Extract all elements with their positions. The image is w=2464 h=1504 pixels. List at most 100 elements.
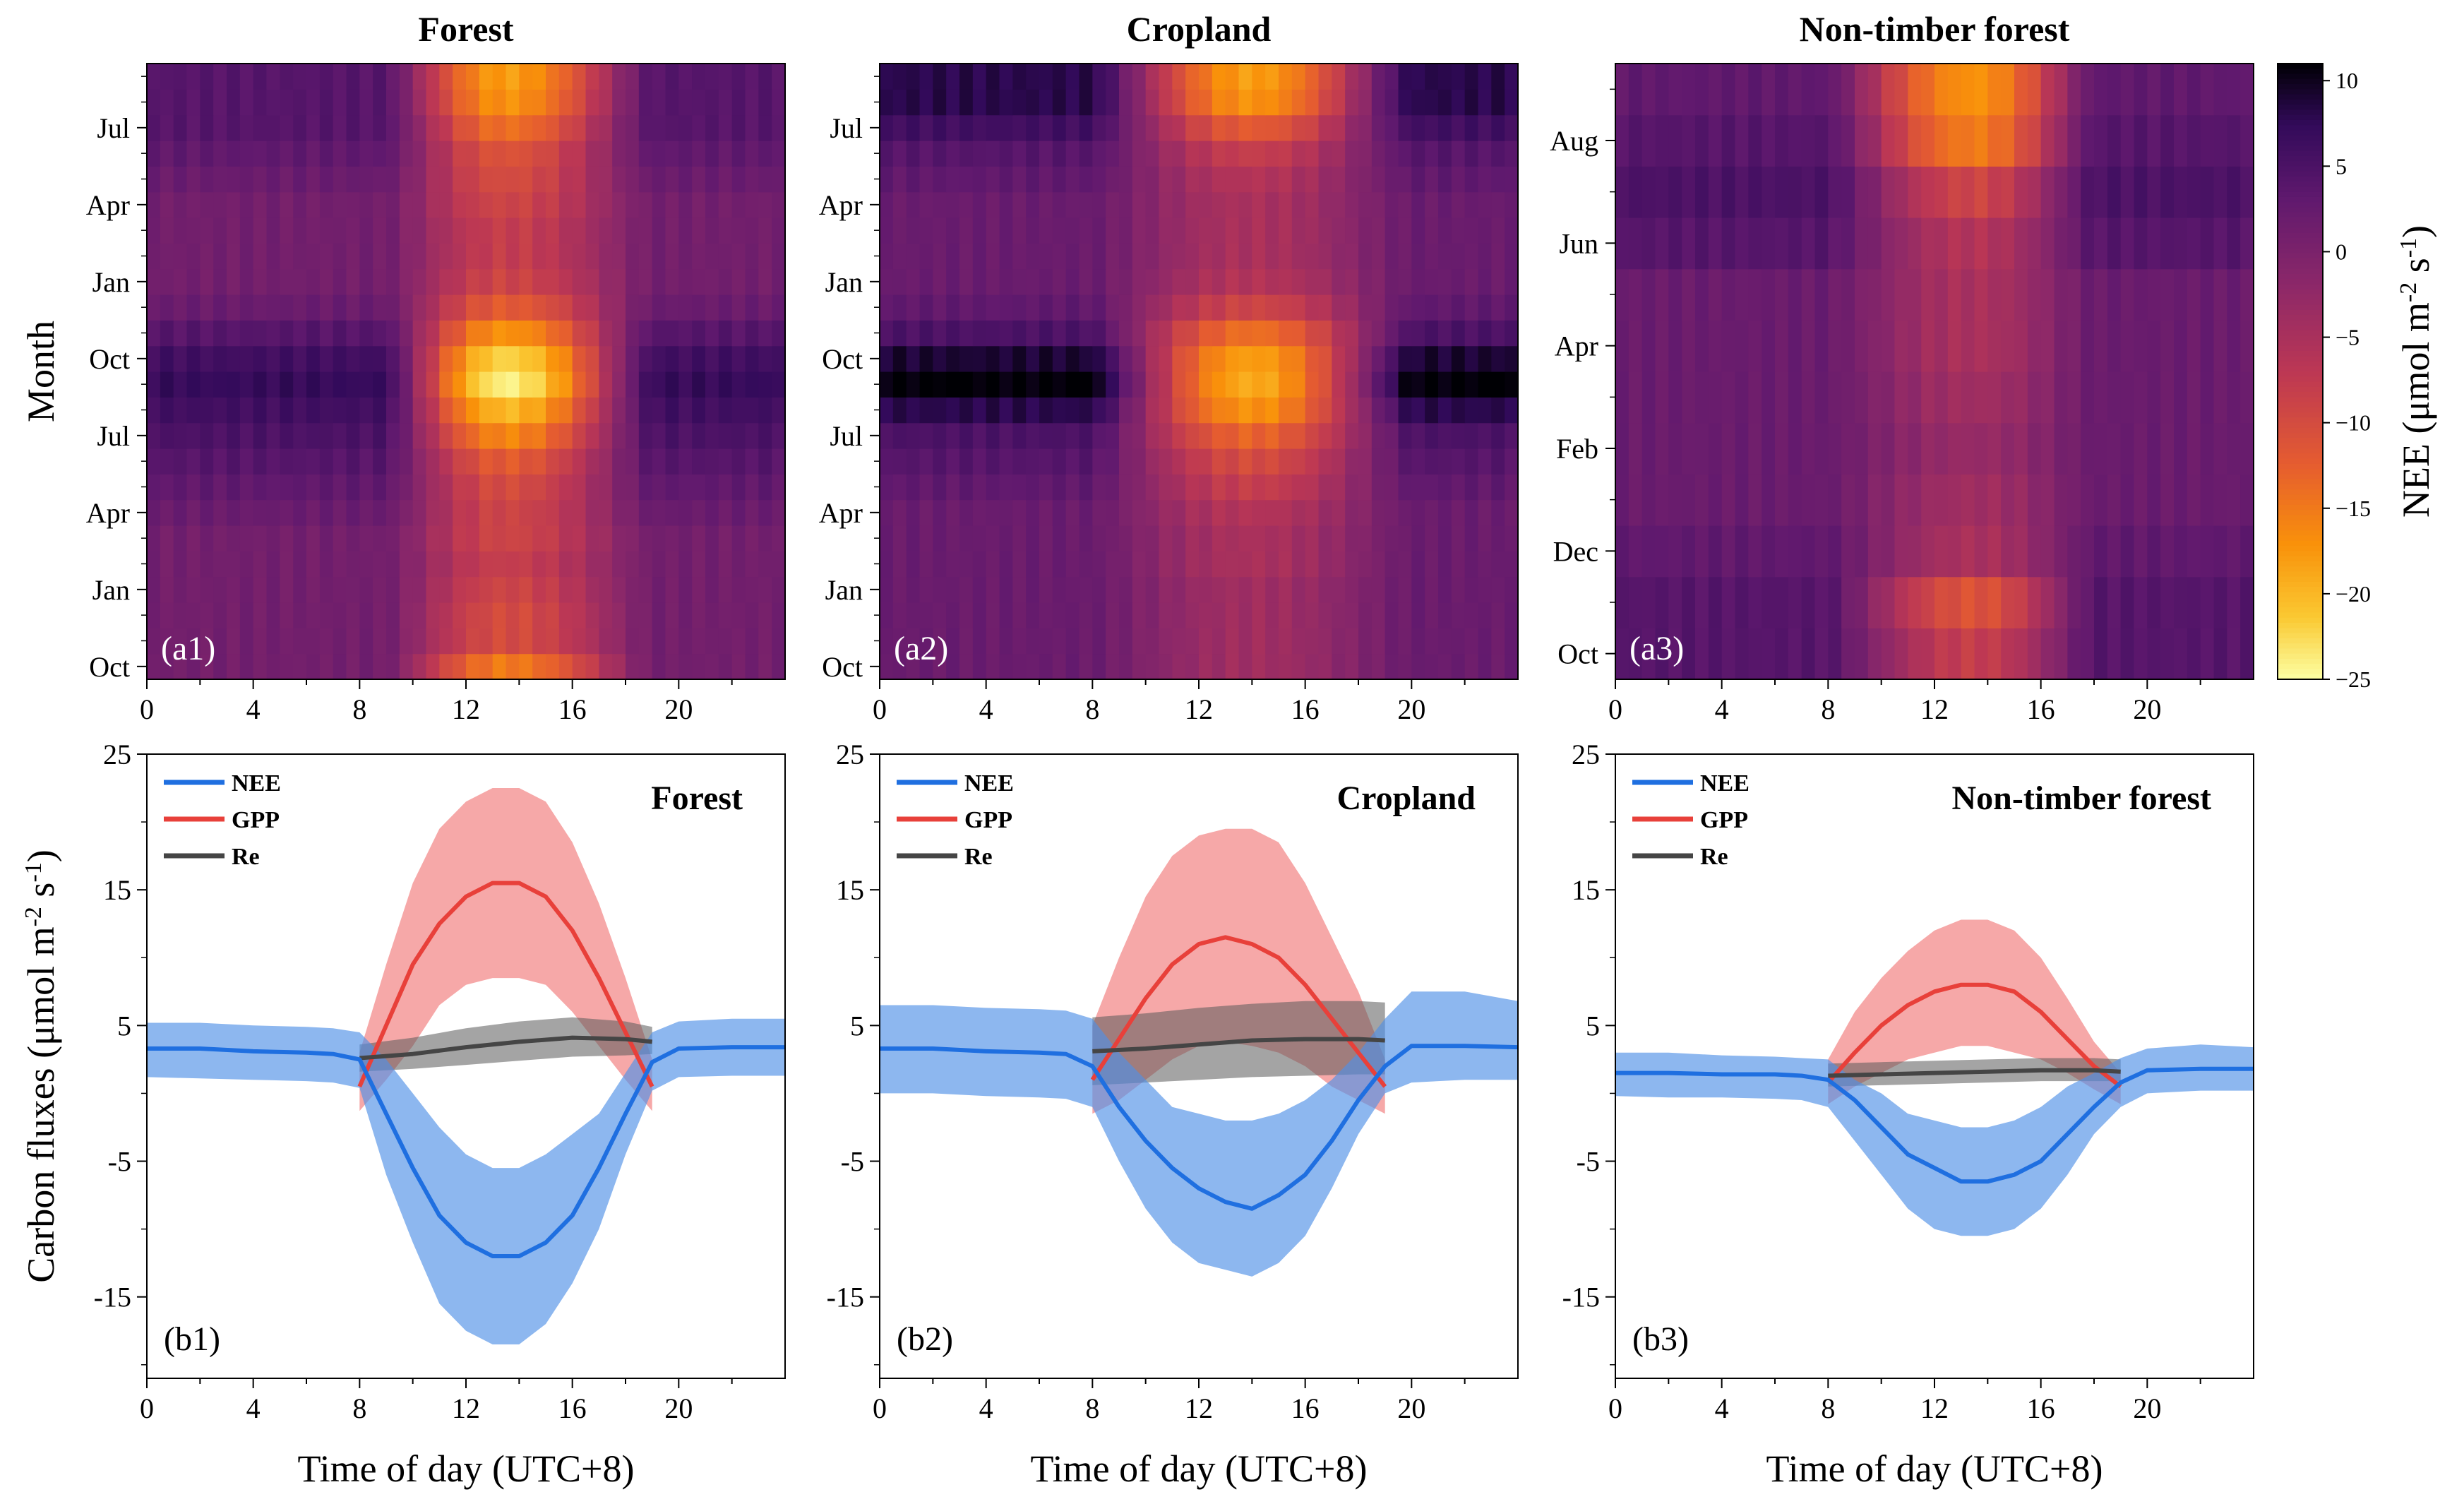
heatmap-cell [1199, 499, 1213, 526]
heatmap-cell [1279, 576, 1293, 603]
heatmap-cell [280, 602, 294, 628]
heatmap-cell [1505, 499, 1519, 526]
heatmap-cell [585, 217, 599, 244]
heatmap-a2 [870, 63, 1519, 689]
heatmap-cell [1411, 64, 1425, 90]
heatmap-cell [1345, 320, 1359, 347]
heatmap-cell [1735, 114, 1749, 167]
heatmap-cell [1735, 166, 1749, 218]
heatmap-cell [1026, 217, 1040, 244]
heatmap-cell [2134, 371, 2148, 424]
heatmap-cell [718, 397, 733, 424]
heatmap-cell [1505, 320, 1519, 347]
heatmap-cell [1332, 653, 1346, 680]
heatmap-cell [758, 371, 772, 398]
heatmap-cell [239, 499, 254, 526]
heatmap-cell [1238, 89, 1252, 116]
heatmap-cell [1708, 422, 1723, 475]
heatmap-cell [453, 576, 467, 603]
heatmap-cell [266, 525, 280, 551]
legend-label: NEE [964, 770, 1014, 796]
colorbar-segment [2278, 571, 2323, 578]
heatmap-cell [880, 397, 894, 424]
heatmap-cell [1132, 141, 1147, 167]
heatmap-cell [1894, 166, 1908, 218]
y-tick-label: Apr [86, 497, 130, 529]
heatmap-cell [972, 217, 987, 244]
heatmap-cell [1052, 474, 1067, 501]
panel-title: Forest [651, 780, 743, 817]
heatmap-cell [572, 551, 587, 578]
heatmap-cell [373, 89, 387, 116]
heatmap-cell [1199, 217, 1213, 244]
heatmap-cell [1425, 345, 1439, 372]
lineplot-b2 [870, 753, 1519, 1388]
heatmap-cell [266, 114, 280, 141]
heatmap-cell [626, 141, 640, 167]
heatmap-cell [306, 294, 321, 321]
heatmap-cell [1185, 89, 1200, 116]
heatmap-cell [1318, 64, 1332, 90]
heatmap-cell [1908, 422, 1922, 475]
heatmap-cell [160, 525, 174, 551]
heatmap-cell [1855, 217, 1869, 270]
heatmap-cell [1305, 448, 1320, 475]
heatmap-cell [2240, 217, 2254, 270]
heatmap-cell [1026, 345, 1040, 372]
heatmap-cell [280, 525, 294, 551]
heatmap-cell [1721, 628, 1736, 680]
heatmap-cell [2227, 628, 2241, 680]
heatmap-cell [2134, 64, 2148, 116]
heatmap-cell [638, 294, 653, 321]
heatmap-cell [1855, 166, 1869, 218]
heatmap-cell [373, 422, 387, 449]
heatmap-cell [2107, 64, 2122, 116]
heatmap-cell [253, 114, 268, 141]
heatmap-cell [1212, 243, 1226, 270]
heatmap-cell [1908, 474, 1922, 526]
lineplot-b1: Carbon fluxes (μmol m-2 s-1) [20, 753, 786, 1388]
heatmap-cell [466, 448, 480, 475]
heatmap-cell [1921, 114, 1935, 167]
heatmap-cell [1961, 217, 1975, 270]
heatmap-cell [599, 320, 613, 347]
heatmap-cell [266, 397, 280, 424]
heatmap-cell [359, 551, 373, 578]
heatmap-cell [1291, 576, 1306, 603]
heatmap-cell [946, 653, 960, 680]
heatmap-cell [999, 166, 1013, 193]
heatmap-cell [453, 422, 467, 449]
heatmap-cell [638, 64, 653, 90]
heatmap-cell [1132, 320, 1147, 347]
heatmap-cell [173, 397, 188, 424]
heatmap-cell [359, 628, 373, 655]
heatmap-cell [200, 64, 214, 90]
y-tick-label: Feb [1556, 433, 1598, 465]
heatmap-cell [186, 141, 201, 167]
heatmap-cell [479, 320, 494, 347]
heatmap-cell [466, 576, 480, 603]
heatmap-cell [1615, 576, 1629, 628]
heatmap-cell [1788, 217, 1802, 270]
colorbar-segment [2278, 607, 2323, 614]
heatmap-cell [1505, 397, 1519, 424]
heatmap-cell [519, 166, 533, 193]
heatmap-cell [1748, 576, 1762, 628]
heatmap-cell [880, 64, 894, 90]
heatmap-cell [599, 474, 613, 501]
heatmap-cell [585, 628, 599, 655]
heatmap-cell [652, 345, 666, 372]
heatmap-cell [1172, 525, 1186, 551]
colorbar-segment [2278, 217, 2323, 224]
heatmap-cell [1305, 474, 1320, 501]
heatmap-cell [1092, 268, 1106, 295]
heatmap-cell [892, 499, 907, 526]
heatmap-cell [572, 653, 587, 680]
heatmap-cell [506, 268, 520, 295]
heatmap-cell [1451, 422, 1466, 449]
heatmap-cell [2027, 166, 2042, 218]
heatmap-cell [1291, 499, 1306, 526]
heatmap-cell [532, 653, 546, 680]
heatmap-cell [572, 268, 587, 295]
heatmap-cell [986, 628, 1000, 655]
